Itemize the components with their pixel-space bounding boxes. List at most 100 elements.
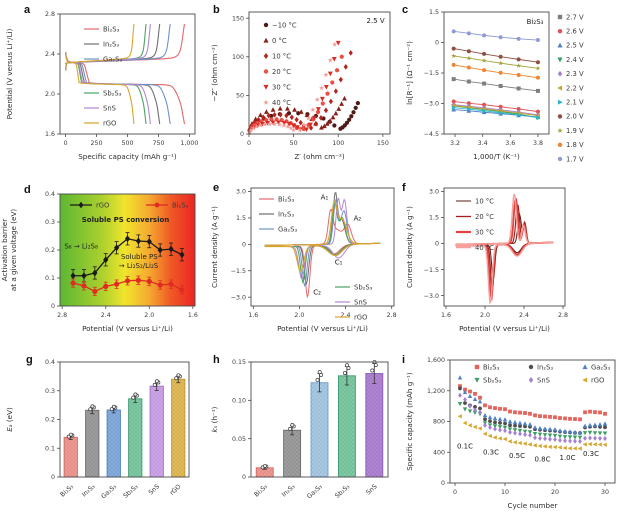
svg-text:Cycle number: Cycle number [508,501,558,510]
legend: Bi₂S₃ In₂S₃ Ga₂S₃ Sb₂S₃ SnS rGO [474,363,610,384]
svg-text:3.8: 3.8 [533,140,543,147]
svg-text:SnS: SnS [354,298,367,306]
svg-text:rGO: rGO [591,376,604,384]
svg-text:A₂: A₂ [354,215,362,223]
legend: −10 °C 0 °C 10 °C 20 °C 30 °C 40 °C [263,21,297,107]
svg-text:1.5: 1.5 [429,9,439,16]
svg-text:Potential (V versus Li⁺/Li): Potential (V versus Li⁺/Li) [277,324,368,333]
svg-text:−1.5: −1.5 [424,267,439,274]
svg-text:0: 0 [51,303,55,310]
svg-text:30 °C: 30 °C [475,228,494,236]
panel-i: i 0 10 20 30 0 400 800 1,200 1,600 Cycle number Sp… [400,352,625,521]
series-layer [70,232,185,297]
bar-Sb₂S₃ [128,392,143,478]
svg-text:1,600: 1,600 [427,357,445,364]
bar-rGO [171,373,186,478]
svg-text:20 °C: 20 °C [475,213,494,221]
svg-text:0.15: 0.15 [232,359,246,366]
chart-i: 0 10 20 30 0 400 800 1,200 1,600 Cycle number Spec… [405,357,616,510]
svg-text:0 °C: 0 °C [272,37,287,45]
svg-text:0: 0 [453,489,457,496]
series-1.7 V [451,29,540,43]
svg-text:2.8: 2.8 [45,11,55,18]
svg-text:rGO: rGO [354,313,367,321]
svg-text:0: 0 [242,474,246,481]
svg-text:1.6: 1.6 [248,312,258,319]
svg-text:Potential (V versus Li⁺/Li): Potential (V versus Li⁺/Li) [5,28,14,119]
bar-Bi₂S₃ [255,464,274,478]
chart-d: 2.8 2.4 2.0 1.6 0 0.1 0.2 0.3 0.4 Potential (V ve… [0,191,198,333]
series-layer [246,40,360,135]
svg-text:0: 0 [247,140,251,147]
svg-text:Bi₂S₃: Bi₂S₃ [483,363,500,371]
svg-text:A₁: A₁ [321,193,329,201]
svg-text:In₂S₃: In₂S₃ [103,40,119,48]
svg-text:40 °C: 40 °C [475,244,494,252]
svg-text:Potential (V versus Li⁺/Li): Potential (V versus Li⁺/Li) [82,324,173,333]
series-In₂S₃ [264,192,381,286]
svg-text:0: 0 [441,480,445,487]
bar-Ga₂S₃ [106,404,121,478]
svg-text:800: 800 [433,419,445,426]
svg-text:0.4: 0.4 [45,191,55,198]
chart-h: Bi₂S₃ In₂S₃ Ga₂S₃ Sb₂S₃ SnS 0 0.05 0.10 0.15 kₛ (… [210,359,389,500]
panel-c: c 3.2 3.4 3.6 3.8 −4.5 −3.0 −1.5 0 1.5 1,000/T (K… [400,0,625,172]
svg-text:2.5 V: 2.5 V [366,17,384,25]
svg-text:0.2: 0.2 [45,247,55,254]
svg-text:10: 10 [501,489,509,496]
panel-d: d 2.8 2.4 2.0 1.6 0 0.1 0.2 0.3 0.4 Potential (V … [0,172,205,352]
chart-c: 3.2 3.4 3.6 3.8 −4.5 −3.0 −1.5 0 1.5 1,000/T (K⁻¹… [405,9,584,163]
panel-letter-f: f [402,182,406,194]
svg-text:SnS: SnS [147,483,161,496]
series-layer [451,29,541,121]
svg-text:3.2: 3.2 [450,140,460,147]
svg-text:0.2: 0.2 [45,417,55,424]
svg-text:Sb₂S₃: Sb₂S₃ [334,483,352,500]
svg-text:2.5 V: 2.5 V [566,42,584,50]
svg-text:1.6: 1.6 [45,131,55,138]
legend: rGO Bi₂S₃ [70,201,189,209]
svg-text:0: 0 [435,241,439,248]
svg-text:1.6: 1.6 [441,312,451,319]
svg-text:Bi₂S₃: Bi₂S₃ [278,195,295,203]
svg-text:2.2 V: 2.2 V [566,84,584,92]
svg-text:C₁: C₁ [335,259,343,267]
svg-text:150: 150 [377,140,389,147]
svg-text:Activation barrier: Activation barrier [0,219,9,281]
svg-text:−3.0: −3.0 [424,293,439,300]
svg-text:0.3: 0.3 [45,219,55,226]
panel-letter-h: h [213,354,220,366]
svg-text:−1.5: −1.5 [424,70,439,77]
svg-text:Sb₂S₃: Sb₂S₃ [103,89,122,97]
series-40 °C [455,193,554,305]
svg-text:→ Li₂S₂/Li₂S: → Li₂S₂/Li₂S [119,262,159,270]
svg-text:Eₐ (eV): Eₐ (eV) [5,407,14,432]
panel-e: e 1.6 2.0 2.4 2.8 −3.0 −1.5 0 1.5 3.0 Potential (… [205,172,400,352]
series-Ga₂S₃ [457,375,608,435]
panel-letter-i: i [402,354,406,366]
series-rGO [264,201,381,273]
series-layer [63,373,186,478]
svg-text:1.5: 1.5 [236,215,246,222]
series-2.1 V [451,105,541,120]
svg-text:Bi₂S₃: Bi₂S₃ [172,201,189,209]
svg-text:−3.0: −3.0 [231,294,246,301]
panel-letter-g: g [26,354,33,366]
svg-text:1,000: 1,000 [180,140,198,147]
svg-text:40 °C: 40 °C [272,99,291,107]
svg-text:2.8: 2.8 [558,312,568,319]
chart-b: 0 50 100 150 0 50 100 150 Z′ (ohm cm⁻²) −Z″ (ohm … [210,11,391,161]
svg-text:0: 0 [242,242,246,249]
svg-text:Current density (A g⁻¹): Current density (A g⁻¹) [405,206,414,288]
svg-text:Ga₂S₃: Ga₂S₃ [100,483,118,500]
svg-text:0.3C: 0.3C [583,450,599,458]
svg-text:3.6: 3.6 [505,140,515,147]
svg-text:0.05: 0.05 [232,436,246,443]
svg-text:2.0: 2.0 [480,312,490,319]
series-Sb₂S₃ [457,402,608,440]
svg-text:150: 150 [232,15,244,22]
series-SnS [458,392,607,444]
svg-text:2.4 V: 2.4 V [566,56,584,64]
chart-e: 1.6 2.0 2.4 2.8 −3.0 −1.5 0 1.5 3.0 Potential (V … [210,187,397,333]
svg-text:S₈ → Li₂S₈: S₈ → Li₂S₈ [64,243,98,251]
